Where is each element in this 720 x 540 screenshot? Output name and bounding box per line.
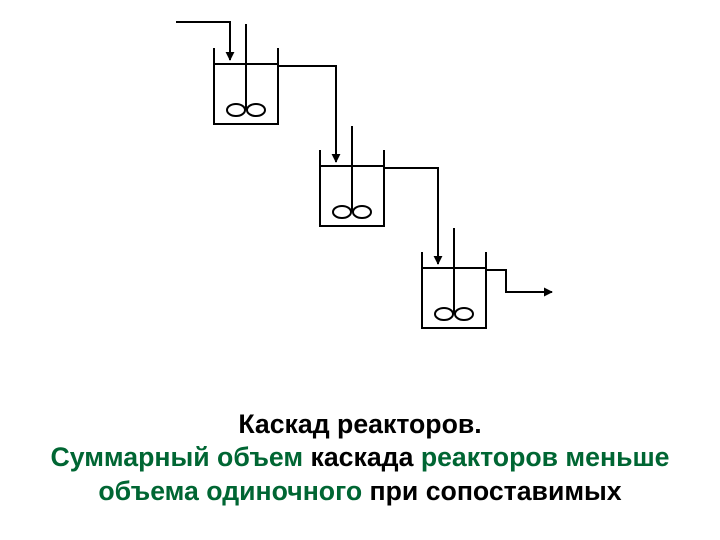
caption-seg-1-1: Каскад реакторов. <box>238 409 481 439</box>
caption-block: Каскад реакторов.Суммарный объем каскада… <box>0 408 720 508</box>
caption-seg-2-2: каскада <box>303 442 421 472</box>
reactor-r2 <box>320 126 384 226</box>
connector-r1-r2 <box>278 66 336 162</box>
caption-seg-2-3: реакторов меньше <box>421 442 670 472</box>
caption-line-3: объема одиночного при сопоставимых <box>0 475 720 508</box>
caption-seg-2-1: Суммарный объем <box>50 442 303 472</box>
caption-line-1: Каскад реакторов. <box>0 408 720 441</box>
inlet-arrow <box>176 22 230 60</box>
caption-seg-3-1: объема одиночного <box>98 476 362 506</box>
outlet-arrow <box>486 270 552 292</box>
caption-line-2: Суммарный объем каскада реакторов меньше <box>0 441 720 474</box>
connector-r2-r3 <box>384 168 438 264</box>
caption-seg-3-2: при сопоставимых <box>362 476 622 506</box>
reactor-r1 <box>214 24 278 124</box>
page: Каскад реакторов.Суммарный объем каскада… <box>0 0 720 540</box>
reactor-r3 <box>422 228 486 328</box>
